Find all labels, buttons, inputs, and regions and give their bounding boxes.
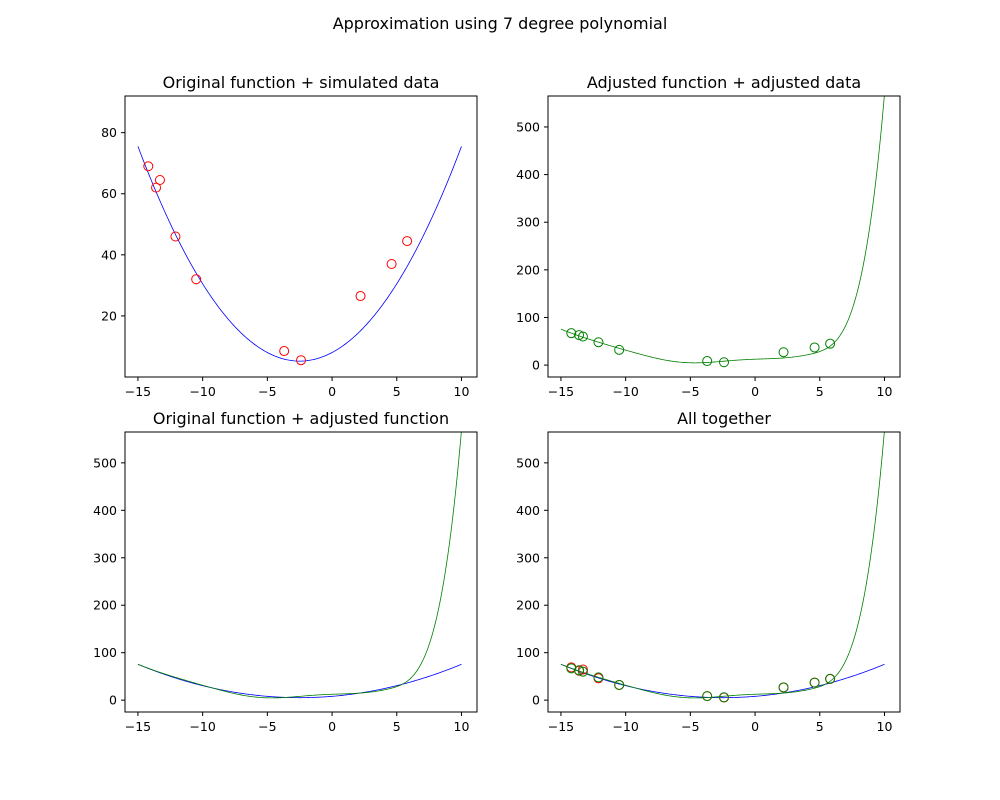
subplot-adjusted-data: Adjusted function + adjusted data −15 −10… [516, 73, 901, 399]
y-tick-label: 100 [516, 310, 540, 325]
adjusted-data-point [614, 344, 625, 355]
y-tick-label: 500 [516, 119, 540, 134]
subplot-original-vs-adjusted: Original function + adjusted function −1… [93, 409, 478, 734]
x-tick-label: −10 [189, 384, 215, 399]
simulated-data-point [154, 174, 165, 185]
x-tick-label: −5 [258, 719, 276, 734]
subplot-title: Original function + adjusted function [153, 409, 449, 428]
x-tick-label: 10 [454, 719, 470, 734]
x-tick-label: −10 [189, 719, 215, 734]
adjusted-data-point [825, 673, 836, 684]
original-function-line [137, 146, 462, 362]
x-tick-label: −15 [548, 719, 574, 734]
axes-frame [547, 95, 901, 378]
x-tick-label: 0 [751, 719, 759, 734]
adjusted-data-point [577, 331, 588, 342]
adjusted-data-point [809, 342, 820, 353]
x-tick-label: −10 [612, 384, 638, 399]
y-tick-label: 500 [93, 455, 117, 470]
simulated-data-point [170, 231, 181, 242]
x-tick-label: −10 [612, 719, 638, 734]
adjusted-function-line [137, 432, 462, 699]
axes-frame [547, 431, 901, 713]
x-tick-label: −5 [681, 719, 699, 734]
plot-area [137, 146, 462, 366]
x-tick-label: 0 [328, 719, 336, 734]
y-tick-label: 400 [516, 503, 540, 518]
y-tick-label: 200 [516, 598, 540, 613]
y-tick-label: 400 [93, 503, 117, 518]
x-tick-label: −15 [548, 384, 574, 399]
y-tick-label: 80 [101, 125, 117, 140]
x-tick-label: 5 [393, 384, 401, 399]
x-tick-label: −5 [681, 384, 699, 399]
adjusted-data-point [593, 672, 604, 683]
plot-area [560, 96, 885, 368]
plot-area [560, 432, 885, 703]
simulated-data-point [191, 274, 202, 285]
y-tick-label: 300 [516, 550, 540, 565]
x-tick-label: 5 [816, 719, 824, 734]
y-tick-label: 200 [516, 262, 540, 277]
subplot-all-together: All together −15 −10 −5 0 5 10010020030040050… [516, 409, 901, 734]
x-tick-label: 5 [816, 384, 824, 399]
simulated-data-point [402, 236, 413, 247]
adjusted-data-point [778, 347, 789, 358]
x-tick-label: 0 [751, 384, 759, 399]
subplot-title: Adjusted function + adjusted data [587, 73, 861, 92]
y-tick-label: 0 [109, 693, 117, 708]
simulated-data-point [296, 355, 306, 366]
subplot-title: Original function + simulated data [163, 73, 440, 92]
adjusted-data-point [825, 338, 836, 349]
x-tick-label: 0 [328, 384, 336, 399]
adjusted-data-point [566, 663, 577, 674]
x-tick-label: −15 [125, 719, 151, 734]
simulated-data-point [143, 161, 154, 172]
adjusted-data-point [614, 679, 625, 690]
adjusted-data-point [719, 357, 729, 368]
subplot-original-simulated: Original function + simulated data −15 −1… [101, 73, 478, 399]
y-tick-label: 100 [93, 645, 117, 660]
y-tick-label: 200 [93, 598, 117, 613]
y-tick-label: 60 [101, 186, 117, 201]
y-tick-label: 0 [532, 358, 540, 373]
simulated-data-point [386, 258, 397, 269]
original-function-line [137, 663, 462, 699]
y-tick-label: 300 [93, 550, 117, 565]
adjusted-data-point [577, 666, 588, 677]
y-tick-label: 400 [516, 167, 540, 182]
adjusted-data-point [719, 692, 729, 703]
adjusted-data-point [566, 328, 577, 339]
subplot-title: All together [677, 409, 771, 428]
y-tick-label: 0 [532, 693, 540, 708]
x-tick-label: 10 [877, 384, 893, 399]
y-tick-label: 500 [516, 455, 540, 470]
axes-frame [124, 431, 478, 713]
axes-frame [124, 95, 478, 378]
y-tick-label: 20 [101, 308, 117, 323]
x-tick-label: 10 [877, 719, 893, 734]
adjusted-data-point [702, 691, 713, 702]
x-tick-label: 5 [393, 719, 401, 734]
x-tick-label: −5 [258, 384, 276, 399]
adjusted-data-point [593, 337, 604, 348]
adjusted-function-line [560, 432, 885, 699]
adjusted-data-point [809, 677, 820, 688]
simulated-data-point [355, 291, 366, 302]
plot-area [137, 432, 462, 699]
y-tick-label: 300 [516, 215, 540, 230]
y-tick-label: 40 [101, 247, 117, 262]
x-tick-label: −15 [125, 384, 151, 399]
x-tick-label: 10 [454, 384, 470, 399]
simulated-data-point [279, 346, 290, 357]
adjusted-function-line [560, 96, 885, 364]
adjusted-data-point [778, 682, 789, 693]
adjusted-data-point [702, 356, 713, 367]
figure-suptitle: Approximation using 7 degree polynomial [333, 14, 668, 33]
y-tick-label: 100 [516, 645, 540, 660]
